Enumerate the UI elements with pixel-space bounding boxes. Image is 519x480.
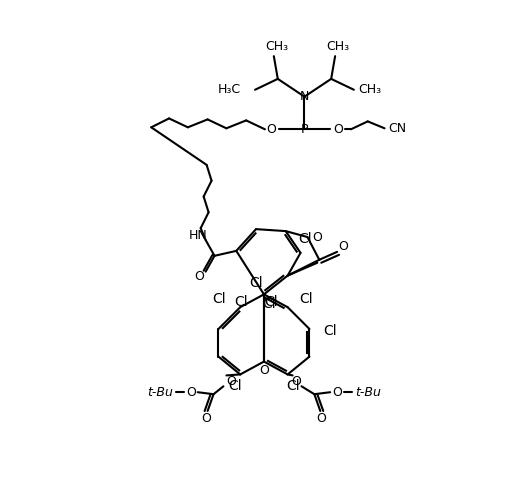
Text: CN: CN [388,122,406,135]
Text: Cl: Cl [264,295,278,309]
Polygon shape [236,229,301,294]
Text: N: N [300,90,309,103]
Text: H₃C: H₃C [218,83,241,96]
Text: Cl: Cl [286,379,299,393]
Text: P: P [301,123,308,136]
Text: Cl: Cl [298,232,312,246]
Polygon shape [264,294,309,374]
Text: Cl: Cl [299,292,313,306]
Text: HN: HN [188,228,207,241]
Text: t-Bu: t-Bu [147,386,173,399]
Text: t-Bu: t-Bu [355,386,380,399]
Text: O: O [338,240,348,253]
Text: O: O [333,123,343,136]
Text: O: O [292,375,302,388]
Text: CH₃: CH₃ [326,40,350,53]
Text: O: O [317,412,326,425]
Text: CH₃: CH₃ [265,40,289,53]
Text: CH₃: CH₃ [358,83,381,96]
Text: Cl: Cl [262,297,276,311]
Text: Cl: Cl [323,324,337,338]
Text: O: O [194,270,203,283]
Text: Cl: Cl [212,292,225,306]
Text: Cl: Cl [235,295,248,309]
Polygon shape [264,231,317,294]
Text: O: O [226,375,236,388]
Text: Cl: Cl [228,379,242,393]
Polygon shape [218,294,264,374]
Text: O: O [312,230,322,243]
Text: O: O [266,123,276,136]
Text: O: O [332,386,342,399]
Text: O: O [186,386,196,399]
Text: Cl: Cl [249,276,263,289]
Text: O: O [259,364,269,377]
Text: O: O [202,412,212,425]
